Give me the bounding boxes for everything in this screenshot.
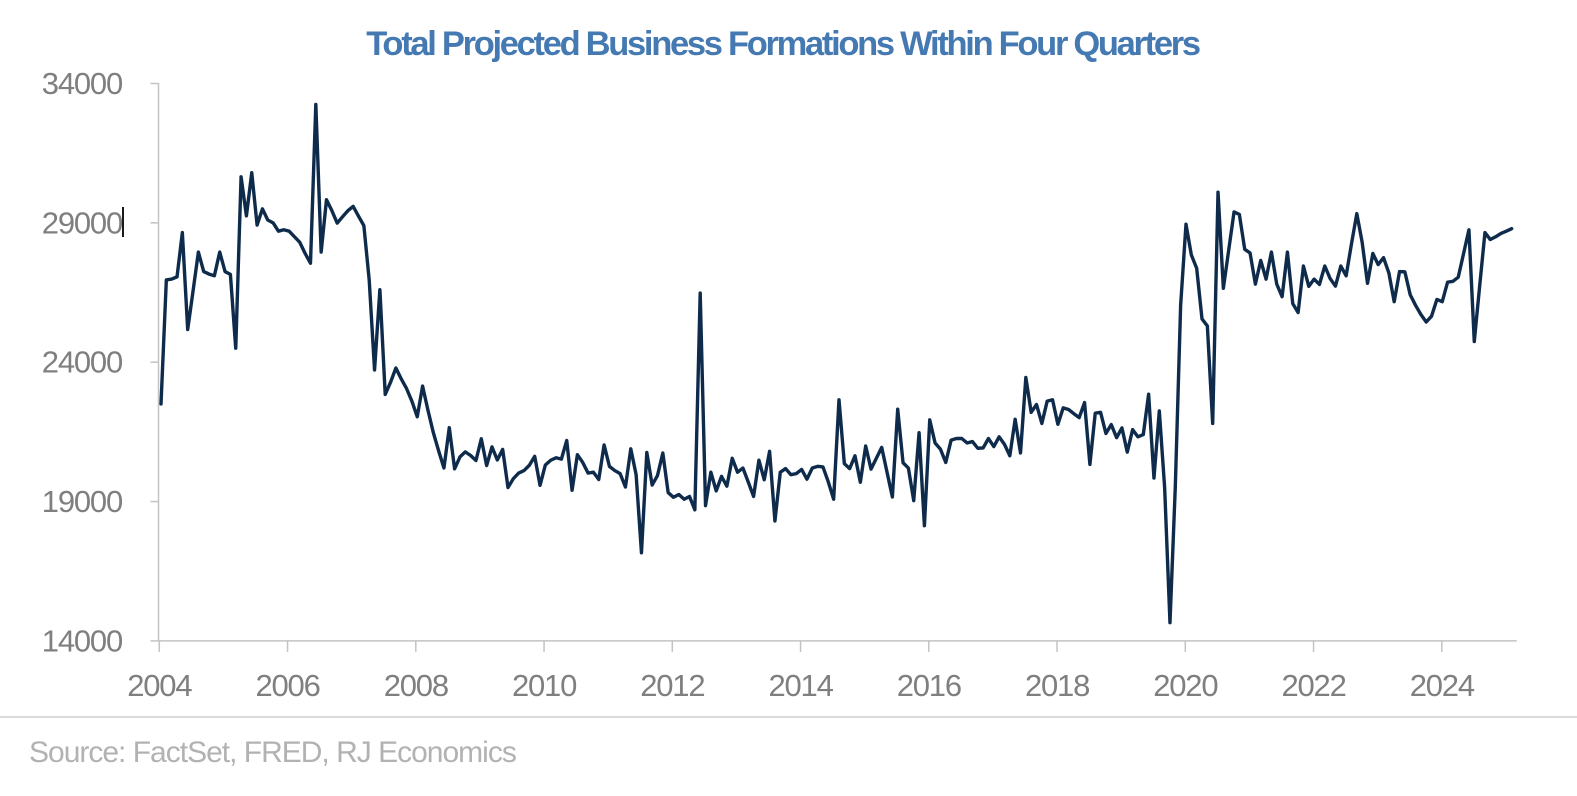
y-tick-label: 19000	[42, 484, 123, 519]
series-line	[159, 102, 1514, 625]
x-tick-label: 2014	[768, 668, 833, 703]
y-tick-label: 24000	[42, 345, 123, 380]
y-tick-label: 14000	[42, 623, 123, 658]
x-tick-label: 2024	[1410, 668, 1475, 703]
chart-title: Total Projected Business Formations With…	[366, 25, 1201, 63]
x-tick-label: 2022	[1281, 668, 1345, 703]
footer-separator	[0, 716, 1577, 718]
x-tick-label: 2004	[127, 668, 192, 703]
x-tick-label: 2010	[512, 668, 577, 703]
x-tick-label: 2020	[1153, 668, 1218, 703]
x-tick-label: 2012	[640, 668, 704, 703]
x-tick-label: 2006	[255, 668, 319, 703]
y-axis-labels: 34000 29000 24000 19000 14000	[42, 66, 124, 658]
y-tick-label: 34000	[42, 66, 123, 101]
x-tick-label: 2008	[384, 668, 448, 703]
x-tick-label: 2018	[1025, 668, 1089, 703]
y-tick-label: 29000	[42, 205, 123, 240]
text-cursor-artifact	[122, 206, 124, 237]
axes	[157, 83, 1517, 642]
axis-ticks	[150, 82, 1443, 652]
x-tick-label: 2016	[897, 668, 961, 703]
source-note: Source: FactSet, FRED, RJ Economics	[29, 736, 517, 769]
x-axis-labels: 2004 2006 2008 2010 2012 2014 2016 2018 2020 2022…	[127, 668, 1476, 703]
